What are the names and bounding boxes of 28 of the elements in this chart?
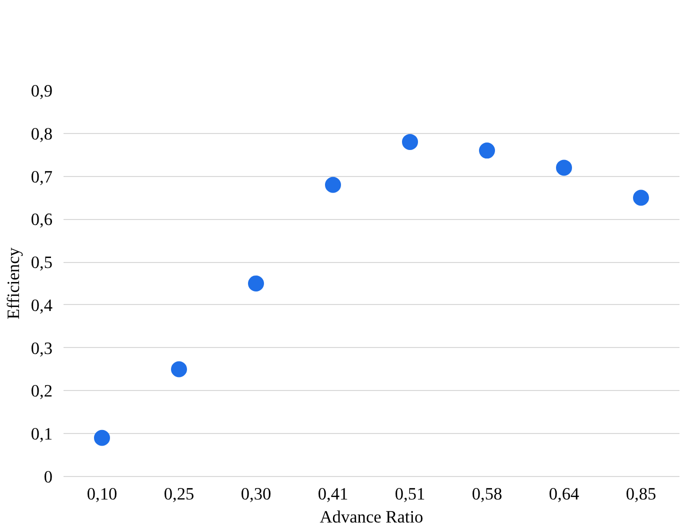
point — [325, 176, 341, 193]
x-tick-label: 0,30 — [240, 484, 272, 504]
y-tick-label: 0,2 — [30, 382, 53, 401]
point — [248, 276, 264, 292]
y-tick-label: 0 — [44, 468, 53, 486]
y-tick-label: 0,9 — [30, 82, 53, 100]
point — [402, 134, 418, 150]
x-tick-label: 0,64 — [548, 484, 580, 504]
point — [633, 190, 649, 206]
x-tick-label: 0,58 — [472, 484, 502, 504]
y-tick-label: 0,1 — [30, 424, 53, 444]
x-tick-label: 0,10 — [86, 484, 118, 504]
y-tick-label: 0,3 — [30, 338, 53, 358]
y-tick-label: 0,6 — [30, 210, 53, 230]
x-tick-label: 0,51 — [394, 484, 426, 504]
x-tick-label: 0,85 — [626, 484, 656, 504]
y-tick-label: 0,5 — [30, 253, 53, 272]
y-axis-title: Efficiency — [4, 247, 23, 320]
y-tick-label: 0,7 — [30, 167, 53, 186]
x-tick-label: 0,41 — [318, 484, 348, 504]
x-tick-label: 0,25 — [164, 484, 194, 504]
x-axis-title: Advance Ratio — [320, 508, 424, 526]
point — [479, 142, 495, 159]
point — [556, 160, 572, 176]
y-tick-label: 0,4 — [30, 296, 53, 315]
y-tick-label: 0,8 — [30, 124, 53, 144]
point — [171, 361, 187, 378]
point — [94, 430, 110, 446]
